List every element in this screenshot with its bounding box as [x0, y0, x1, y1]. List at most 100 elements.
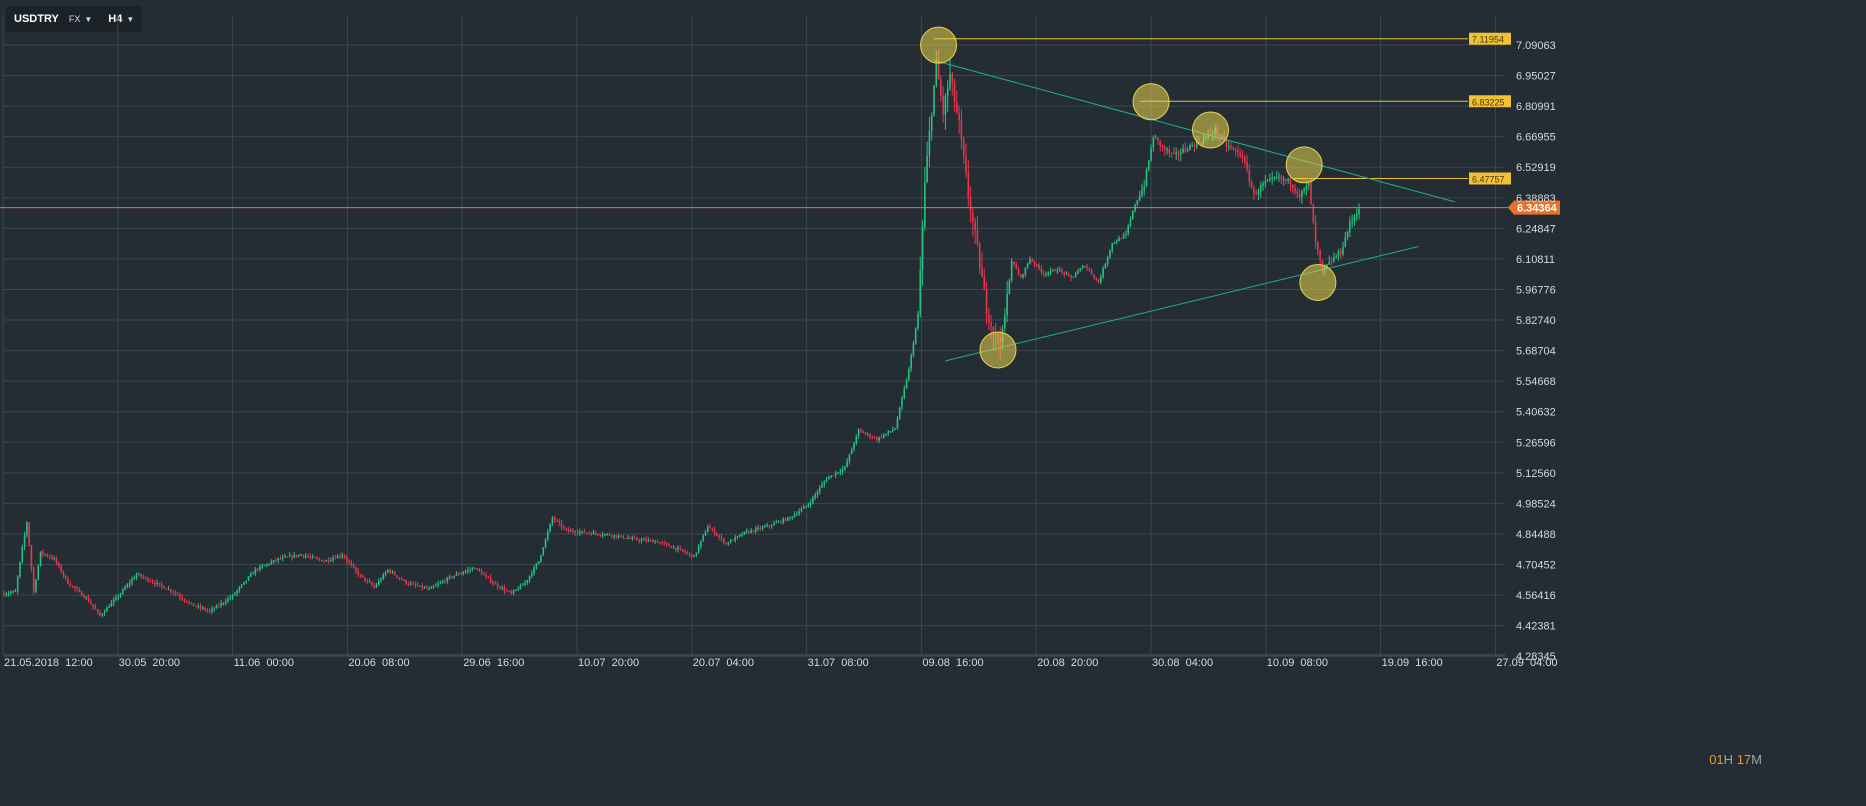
candle-body: [894, 428, 896, 430]
candle-body: [1022, 274, 1024, 278]
candle-body: [953, 82, 956, 103]
candle-body: [336, 555, 339, 559]
candle-body: [992, 326, 995, 335]
candle-body: [1054, 269, 1056, 272]
countdown-minutes: 17: [1736, 752, 1752, 767]
candle-body: [297, 554, 300, 557]
candle-body: [1189, 145, 1191, 151]
candle-body: [1193, 145, 1196, 147]
timeframe-dropdown[interactable]: H4 ▼: [108, 13, 134, 25]
y-tick-label: 4.42381: [1516, 621, 1556, 633]
candle-body: [211, 608, 213, 611]
candle-body: [192, 603, 195, 606]
candle-body: [579, 531, 581, 534]
candle-body: [124, 587, 126, 590]
candle-body: [684, 551, 686, 553]
candle-body: [1109, 250, 1111, 258]
candle-body: [1330, 261, 1333, 263]
candle-body: [181, 597, 184, 600]
candle-body: [540, 554, 542, 562]
candle-body: [1047, 272, 1050, 275]
candle-body: [569, 530, 572, 532]
candle-body: [1100, 276, 1102, 283]
candle-body: [393, 572, 396, 576]
candle-body: [885, 433, 887, 435]
level-tag: [1469, 172, 1511, 185]
candle-body: [1143, 186, 1146, 190]
candle-body: [76, 588, 78, 590]
candle-body: [898, 407, 901, 419]
candle-body: [748, 531, 750, 533]
candle-body: [1026, 263, 1029, 268]
candle-body: [142, 576, 145, 578]
candle-body: [126, 584, 129, 588]
level-label: 7.11954: [1472, 35, 1504, 45]
candle-body: [291, 555, 293, 558]
candle-body: [355, 567, 357, 571]
candle-body: [37, 565, 40, 580]
candle-body: [396, 575, 398, 578]
candle-body: [544, 538, 547, 548]
instrument-type-dropdown[interactable]: FX ▼: [69, 13, 92, 25]
candle-body: [1104, 263, 1107, 269]
pivot-marker: [1191, 111, 1229, 149]
candle-body: [201, 607, 204, 609]
candle-body: [135, 574, 138, 578]
y-tick-label: 5.82740: [1516, 315, 1556, 327]
candle-body: [140, 574, 142, 577]
candle-body: [1125, 233, 1127, 235]
candle-body: [1275, 177, 1278, 179]
candle-body: [384, 572, 387, 575]
y-tick-label: 5.96776: [1516, 284, 1556, 296]
x-tick-label: 19.09 16:00: [1382, 657, 1443, 669]
candle-body: [972, 211, 974, 222]
candle-body: [348, 560, 350, 563]
candle-body: [35, 579, 37, 592]
candle-body: [786, 517, 789, 521]
candle-body: [1045, 274, 1047, 276]
candle-body: [156, 582, 158, 585]
candle-body: [462, 572, 465, 574]
candle-body: [1136, 200, 1139, 205]
candle-body: [1088, 268, 1091, 271]
candle-body: [1232, 147, 1235, 150]
candle-body: [243, 581, 245, 585]
candle-body: [777, 521, 780, 523]
candle-body: [334, 558, 337, 560]
x-tick-label: 09.08 16:00: [922, 657, 983, 669]
symbol-name[interactable]: USDTRY: [14, 13, 59, 25]
candle-body: [1344, 237, 1347, 247]
instrument-type-label: FX: [68, 14, 81, 24]
candle-body: [978, 243, 981, 269]
y-tick-label: 4.28345: [1516, 651, 1556, 663]
candle-body: [818, 487, 821, 492]
candle-body: [1342, 246, 1344, 255]
candle-body: [841, 468, 844, 472]
candle-body: [695, 552, 698, 556]
candle-body: [665, 543, 668, 545]
candle-body: [53, 558, 56, 560]
candle-body: [174, 592, 177, 594]
y-tick-label: 4.84488: [1516, 529, 1556, 541]
candle-body: [503, 587, 506, 591]
candle-body: [1070, 275, 1072, 278]
candle-body: [853, 443, 855, 450]
candle-body: [190, 602, 193, 604]
candle-body: [688, 553, 691, 555]
candle-body: [965, 155, 967, 174]
candle-body: [572, 530, 574, 532]
candle-body: [407, 583, 410, 585]
candle-body: [940, 79, 942, 96]
candle-body: [1301, 190, 1303, 197]
x-tick-label: 27.09 04:00: [1496, 657, 1557, 669]
candle-body: [313, 556, 316, 558]
candle-body: [451, 576, 453, 578]
candle-body: [204, 607, 206, 610]
candle-body: [816, 491, 819, 495]
candle-body: [825, 479, 828, 482]
candle-body: [345, 557, 348, 561]
candle-body: [437, 583, 439, 586]
candle-body: [768, 525, 771, 527]
candle-body: [272, 560, 275, 562]
